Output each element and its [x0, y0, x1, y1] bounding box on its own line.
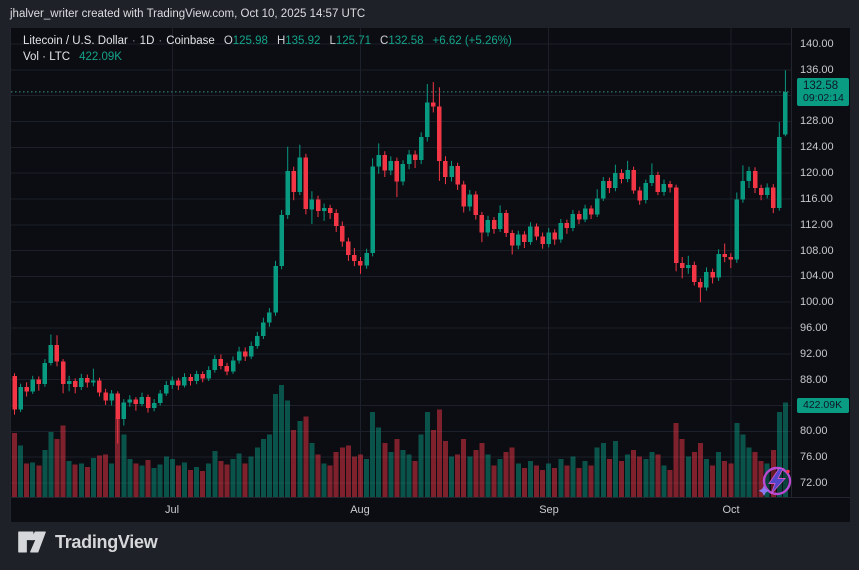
price-tick-label: 92.00: [800, 348, 828, 360]
last-price-badge: 132.58 09:02:14: [797, 78, 849, 106]
price-tick-label: 104.00: [800, 270, 834, 282]
month-tick-label: Oct: [722, 504, 740, 516]
volume-value: 422.09K: [79, 51, 122, 63]
price-axis[interactable]: 140.00 136.00 128.00 124.00 120.00 116.00 112.…: [791, 28, 851, 497]
price-tick-label: 108.00: [800, 245, 834, 257]
attribution-text: jhalver_writer created with TradingView.…: [10, 8, 366, 20]
low-value: 125.71: [335, 35, 372, 47]
separator-dot: ·: [131, 35, 136, 47]
symbol-title[interactable]: Litecoin / U.S. Dollar: [23, 35, 128, 47]
month-tick-label: Sep: [539, 504, 559, 516]
month-tick-label: Jul: [164, 504, 180, 516]
legend-volume-row: Vol · LTC 422.09K: [23, 49, 512, 65]
close-label: C: [380, 35, 389, 47]
price-tick-label: 120.00: [800, 167, 834, 179]
tradingview-brand-text[interactable]: TradingView: [55, 531, 158, 552]
separator-dot: ·: [158, 35, 163, 47]
volume-indicator-label[interactable]: Vol · LTC: [23, 51, 71, 63]
price-tick-label: 116.00: [800, 193, 833, 205]
price-tick-label: 128.00: [800, 115, 834, 127]
price-tick-label: 76.00: [800, 451, 828, 463]
time-axis[interactable]: Jul Aug Sep Oct: [11, 497, 850, 523]
footer-brand: TradingView: [18, 530, 158, 554]
open-label: O: [223, 35, 233, 47]
high-value: 135.92: [285, 35, 321, 47]
open-value: 125.98: [232, 35, 268, 47]
high-label: H: [276, 35, 286, 47]
bar-close-countdown: 09:02:14: [803, 92, 844, 104]
interval-value[interactable]: 1D: [139, 35, 155, 47]
change-value: +6.62 (+5.26%): [432, 35, 512, 47]
chart-widget: Litecoin / U.S. Dollar · 1D · Coinbase O125.9…: [10, 28, 850, 522]
price-tick-label: 136.00: [800, 64, 834, 76]
volume-badge: 422.09K: [797, 398, 849, 413]
price-tick-label: 100.00: [800, 296, 834, 308]
price-tick-label: 72.00: [800, 477, 828, 489]
price-tick-label: 96.00: [800, 322, 828, 334]
last-price-value: 132.58: [803, 80, 839, 92]
candlestick-chart[interactable]: [11, 28, 791, 497]
price-tick-label: 80.00: [800, 425, 828, 437]
legend: Litecoin / U.S. Dollar · 1D · Coinbase O125.9…: [23, 33, 512, 65]
lightning-circle-watermark-icon: [758, 466, 792, 496]
exchange-name[interactable]: Coinbase: [166, 35, 215, 47]
price-tick-label: 140.00: [800, 38, 834, 50]
price-tick-label: 88.00: [800, 374, 828, 386]
low-label: L: [329, 35, 336, 47]
close-value: 132.58: [388, 35, 424, 47]
month-tick-label: Aug: [350, 504, 370, 516]
legend-symbol-row: Litecoin / U.S. Dollar · 1D · Coinbase O125.9…: [23, 33, 512, 49]
price-tick-label: 124.00: [800, 141, 834, 153]
tradingview-logo-icon[interactable]: [18, 530, 46, 554]
price-tick-label: 112.00: [800, 219, 833, 231]
